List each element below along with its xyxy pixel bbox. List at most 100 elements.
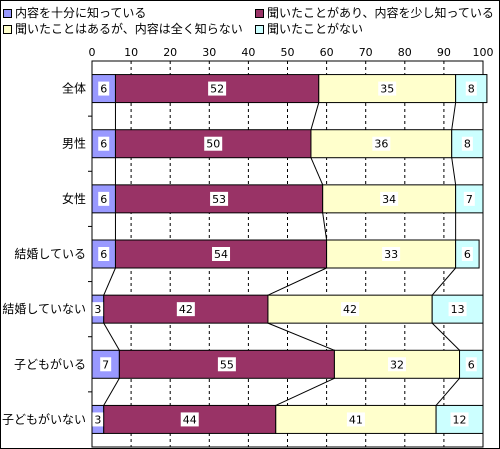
series-connector-line <box>310 157 324 186</box>
series-connector-line <box>103 378 120 406</box>
data-label-background <box>180 412 199 427</box>
data-label: 55 <box>220 358 234 371</box>
data-label-background <box>450 412 469 427</box>
data-label: 7 <box>102 358 109 371</box>
x-tick-label: 40 <box>241 46 255 59</box>
series-connector-line <box>267 322 335 351</box>
data-label-background <box>210 191 229 206</box>
data-label-background <box>465 357 477 372</box>
series-connector-line <box>103 322 120 351</box>
x-tick-label: 0 <box>89 46 96 59</box>
legend-label-series-3: 聞いたことはあるが、内容は全く知らない <box>15 22 243 36</box>
data-label: 6 <box>100 83 107 96</box>
data-label: 6 <box>468 358 475 371</box>
data-label-background <box>208 81 227 96</box>
x-tick-label: 30 <box>202 46 216 59</box>
data-label-background <box>212 247 231 261</box>
series-connector-line <box>451 157 457 185</box>
data-label: 3 <box>94 303 101 316</box>
legend-item-series-2: 聞いたことがあり、内容を少し知っている <box>255 6 494 20</box>
data-label: 34 <box>382 193 396 206</box>
data-label: 32 <box>390 358 404 371</box>
x-tick-label: 70 <box>359 46 373 59</box>
series-connector-line <box>435 377 460 406</box>
x-tick-label: 20 <box>163 46 177 59</box>
data-label-background <box>100 357 112 372</box>
category-label: 全体 <box>62 81 86 96</box>
category-label: 男性 <box>62 137 86 151</box>
category-label: 子どもがいない <box>2 411 86 426</box>
legend-swatch-series-1 <box>3 8 12 18</box>
series-connector-line <box>451 102 457 130</box>
legend-swatch-series-3 <box>3 24 12 34</box>
legend-label-series-2: 聞いたことがあり、内容を少し知っている <box>267 6 494 20</box>
data-label: 33 <box>384 248 398 261</box>
data-label-background <box>461 136 473 151</box>
legend-item-series-1: 内容を十分に知っている <box>3 6 146 20</box>
data-label: 35 <box>380 83 394 96</box>
data-label-background <box>92 302 104 317</box>
data-label-background <box>380 191 399 206</box>
data-label: 42 <box>179 303 193 316</box>
data-label: 52 <box>210 83 224 96</box>
category-label: 結婚していない <box>2 302 86 316</box>
data-label-background <box>382 247 401 261</box>
data-label: 6 <box>100 193 107 206</box>
data-label: 3 <box>94 413 101 426</box>
data-label: 12 <box>453 413 467 426</box>
data-label: 50 <box>206 138 220 151</box>
category-label: 子どもがいる <box>14 356 86 371</box>
x-tick-label: 90 <box>437 46 451 59</box>
data-label-background <box>378 81 397 96</box>
data-label-background <box>372 136 391 151</box>
data-label-background <box>204 136 223 151</box>
data-label-background <box>176 302 195 317</box>
legend-item-series-4: 聞いたことがない <box>255 22 363 36</box>
data-label-background <box>98 191 110 206</box>
x-tick-label: 100 <box>473 46 494 59</box>
data-label: 41 <box>349 413 363 426</box>
series-connector-line <box>275 377 335 406</box>
data-label: 54 <box>214 248 228 261</box>
data-label-background <box>465 81 477 96</box>
legend-item-series-3: 聞いたことはあるが、内容は全く知らない <box>3 22 243 36</box>
legend: 内容を十分に知っている 聞いたことがあり、内容を少し知っている 聞いたことはある… <box>0 0 498 40</box>
data-label-background <box>98 136 110 151</box>
data-label-background <box>98 81 110 96</box>
data-label: 8 <box>464 138 471 151</box>
bar-segment <box>431 294 484 324</box>
x-tick-label: 80 <box>398 46 412 59</box>
x-tick-label: 50 <box>281 46 295 59</box>
series-connector-line <box>431 322 460 351</box>
data-label-background <box>98 247 110 261</box>
data-label-background <box>346 412 365 427</box>
data-label: 6 <box>100 248 107 261</box>
data-label-background <box>217 357 236 372</box>
x-tick-label: 60 <box>320 46 334 59</box>
series-connector-line <box>103 267 116 296</box>
legend-swatch-series-2 <box>255 8 264 18</box>
data-label-background <box>341 302 360 317</box>
data-label: 8 <box>468 83 475 96</box>
legend-label-series-4: 聞いたことがない <box>267 22 364 36</box>
data-label-background <box>461 247 473 261</box>
legend-label-series-1: 内容を十分に知っている <box>15 6 147 20</box>
data-label: 44 <box>183 413 197 426</box>
bar-segment <box>114 129 312 159</box>
data-label: 6 <box>100 138 107 151</box>
data-label: 36 <box>374 138 388 151</box>
category-label: 女性 <box>62 191 86 206</box>
category-label: 結婚している <box>14 247 86 261</box>
data-label: 53 <box>212 193 226 206</box>
series-connector-line <box>267 267 327 296</box>
data-label-background <box>92 412 104 427</box>
data-label: 13 <box>451 303 465 316</box>
data-label-background <box>463 191 475 206</box>
series-connector-line <box>431 267 457 296</box>
data-label-background <box>448 302 467 317</box>
x-tick-label: 10 <box>124 46 138 59</box>
series-connector-line <box>310 102 320 130</box>
legend-swatch-series-4 <box>255 24 264 34</box>
data-label: 6 <box>464 248 471 261</box>
